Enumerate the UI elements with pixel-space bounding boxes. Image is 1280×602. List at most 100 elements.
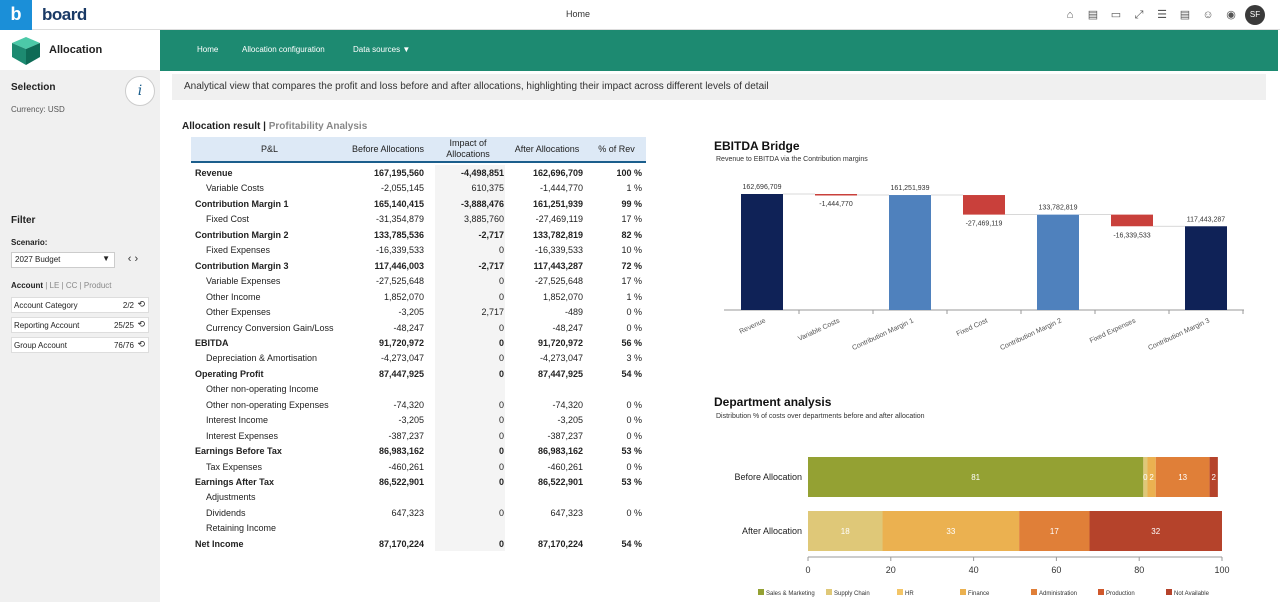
board-logo-icon[interactable]: b [0, 0, 32, 30]
category-label: Variable Costs [797, 317, 841, 343]
cell-after: 133,782,819 [532, 229, 583, 240]
cell-after: -16,339,533 [534, 245, 583, 256]
x-tick-label: 100 [1214, 565, 1229, 575]
table-row[interactable]: Fixed Expenses -16,339,533 0 -16,339,533 10 … [191, 243, 646, 258]
cell-after: 87,170,224 [537, 538, 583, 549]
table-row[interactable]: Currency Conversion Gain/Loss -48,247 0 -48… [191, 321, 646, 336]
table-row[interactable]: Fixed Cost -31,354,879 3,885,760 -27,469,11… [191, 212, 646, 227]
cell-impact: 2,717 [481, 307, 504, 318]
row-label: Fixed Expenses [206, 245, 271, 256]
cell-after: 87,447,925 [537, 368, 583, 379]
table-row[interactable]: Contribution Margin 2 133,785,536 -2,717 13… [191, 228, 646, 243]
cell-impact: 0 [498, 291, 504, 302]
row-label: Fixed Cost [206, 214, 250, 225]
bar-segment [1209, 457, 1218, 497]
home-icon[interactable]: ⌂ [1066, 9, 1074, 21]
avatar[interactable]: SF [1245, 5, 1265, 25]
nav-data-sources[interactable]: Data sources ▼ [353, 45, 410, 54]
row-label: Other Expenses [206, 307, 271, 318]
row-label: Variable Expenses [206, 276, 281, 287]
table-row[interactable]: Operating Profit 87,447,925 0 87,447,925 54 … [191, 367, 646, 382]
cell-after: 86,522,901 [537, 477, 583, 487]
row-label: Dividends [206, 507, 246, 518]
dept-chart-title: Department analysis [714, 395, 832, 409]
dimension-row[interactable]: Group Account 76/76 ⟲ [11, 337, 149, 353]
table-row[interactable]: Earnings Before Tax 86,983,162 0 86,983,162… [191, 444, 646, 459]
dimension-tabs-other[interactable]: LE | CC | Product [49, 281, 112, 290]
reset-icon[interactable]: ⟲ [137, 319, 145, 329]
cell-before: 165,140,415 [373, 198, 424, 209]
nav-allocation-configuration[interactable]: Allocation configuration [242, 45, 325, 54]
legend-swatch [1031, 589, 1037, 595]
table-row[interactable]: Revenue 167,195,560 -4,498,851 162,696,709 1… [191, 166, 646, 181]
cell-impact: 610,375 [471, 183, 504, 194]
info-icon[interactable]: i [125, 76, 155, 106]
data-label: 162,696,709 [743, 184, 782, 191]
table-row[interactable]: Other non-operating Income [191, 382, 646, 397]
table-row[interactable]: Variable Expenses -27,525,648 0 -27,525,648… [191, 274, 646, 289]
cell-impact: 0 [498, 337, 504, 348]
x-tick-label: 80 [1134, 565, 1144, 575]
dimension-tab-account[interactable]: Account [11, 281, 43, 290]
table-row[interactable]: Retaining Income [191, 521, 646, 536]
table-row[interactable]: Other non-operating Expenses -74,320 0 -74,… [191, 398, 646, 413]
table-row[interactable]: Interest Expenses -387,237 0 -387,237 0 % [191, 429, 646, 444]
cell-pct: 1 % [626, 291, 642, 302]
dimension-tabs[interactable]: Account | LE | CC | Product [11, 281, 112, 290]
data-label: -1,444,770 [819, 201, 853, 208]
cell-after: -489 [564, 307, 583, 318]
table-row[interactable]: Depreciation & Amortisation -4,273,047 0 -4… [191, 351, 646, 366]
window-icon[interactable]: ▭ [1110, 9, 1122, 21]
cell-impact: 0 [498, 245, 504, 256]
bar-segment [1089, 511, 1222, 551]
table-row[interactable]: Net Income 87,170,224 0 87,170,224 54 % [191, 537, 646, 552]
chevron-right-icon[interactable]: › [134, 253, 139, 265]
table-row[interactable]: Contribution Margin 1 165,140,415 -3,888,4… [191, 197, 646, 212]
table-row[interactable]: Other Expenses -3,205 2,717 -489 0 % [191, 305, 646, 320]
table-subtitle[interactable]: Profitability Analysis [268, 121, 368, 132]
dimension-count: 2/2 [122, 301, 134, 310]
table-row[interactable]: Contribution Margin 3 117,446,003 -2,717 11… [191, 259, 646, 274]
cell-after: 91,720,972 [537, 337, 583, 348]
legend-label: HR [905, 591, 914, 597]
dimension-row[interactable]: Account Category 2/2 ⟲ [11, 297, 149, 313]
category-label: Revenue [738, 317, 766, 335]
table-row[interactable]: Interest Income -3,205 0 -3,205 0 % [191, 413, 646, 428]
row-label: Retaining Income [206, 523, 277, 534]
group-icon[interactable]: ☺ [1202, 9, 1214, 21]
table-row[interactable]: Other Income 1,852,070 0 1,852,070 1 % [191, 290, 646, 305]
cell-before: -3,205 [398, 307, 424, 318]
table-row[interactable]: EBITDA 91,720,972 0 91,720,972 56 % [191, 336, 646, 351]
cell-pct: 0 % [626, 461, 642, 472]
cell-before: -31,354,879 [375, 214, 424, 225]
board-logo-text: board [42, 5, 87, 24]
row-label: Variable Costs [206, 183, 264, 194]
table-row[interactable]: Dividends 647,323 0 647,323 0 % [191, 506, 646, 521]
scenario-select[interactable]: 2027 Budget ▼ [11, 252, 115, 268]
table-row[interactable]: Adjustments [191, 490, 646, 505]
table-title-main: Allocation result [182, 121, 261, 132]
comment-icon[interactable]: ▤ [1179, 9, 1191, 21]
chevron-left-icon[interactable]: ‹ [127, 253, 132, 265]
reset-icon[interactable]: ⟲ [137, 299, 145, 309]
list-icon[interactable]: ☰ [1157, 9, 1167, 21]
table-row[interactable]: Tax Expenses -460,261 0 -460,261 0 % [191, 460, 646, 475]
caret-down-icon: ▼ [102, 254, 110, 263]
scenario-nav[interactable]: ‹ › [118, 252, 148, 268]
ebitda-chart-title: EBITDA Bridge [714, 139, 800, 153]
dimension-row[interactable]: Reporting Account 25/25 ⟲ [11, 317, 149, 333]
table-row[interactable]: Variable Costs -2,055,145 610,375 -1,444,77… [191, 181, 646, 196]
category-label: Fixed Expenses [1089, 317, 1138, 345]
segment-label: 2 [1149, 473, 1154, 482]
reset-icon[interactable]: ⟲ [137, 339, 145, 349]
legend-swatch [1166, 589, 1172, 595]
chat-icon[interactable]: ◉ [1226, 9, 1236, 21]
nav-home[interactable]: Home [197, 45, 219, 54]
expand-icon[interactable]: ⤢ [1134, 9, 1144, 21]
table-row[interactable]: Earnings After Tax 86,522,901 0 86,522,901 5… [191, 475, 646, 490]
layers-icon[interactable]: ▤ [1087, 9, 1099, 21]
top-bar: b board Home ⌂ ▤ ▭ ⤢ ☰ ▤ ☺ ◉ SF [0, 0, 1280, 30]
data-label: 133,782,819 [1039, 205, 1078, 212]
bar-segment [1019, 511, 1090, 551]
cell-before: 87,447,925 [378, 368, 424, 379]
